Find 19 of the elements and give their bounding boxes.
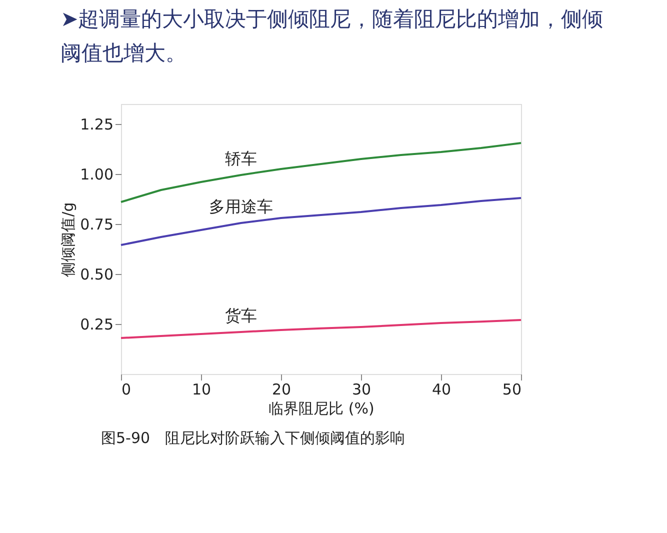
y-tick-label: 1.25 — [80, 116, 114, 134]
series-label: 轿车 — [225, 149, 257, 168]
y-tick-label: 0.25 — [80, 316, 114, 334]
y-tick-label: 0.50 — [80, 266, 114, 284]
chart-title: ➤超调量的大小取决于侧倾阻尼，随着阻尼比的增加，侧倾阈值也增大。 — [60, 7, 604, 65]
y-tick-label: 1.00 — [80, 166, 114, 184]
x-axis-title: 临界阻尼比 (%) — [268, 400, 374, 418]
x-tick-label: 10 — [192, 380, 212, 398]
y-axis-title: 侧倾阈值/g — [59, 202, 78, 277]
y-tick-label: 0.75 — [80, 216, 114, 234]
line-series — [120, 197, 522, 246]
x-tick-label: 40 — [432, 380, 452, 398]
x-tick-label: 30 — [352, 380, 372, 398]
series-label: 货车 — [225, 306, 257, 325]
x-tick-label: 50 — [502, 380, 522, 398]
x-tick-label: 0 — [122, 380, 132, 398]
x-tick-label: 20 — [272, 380, 292, 398]
series-label: 多用途车 — [209, 197, 273, 216]
caption: 图5-90 阻尼比对阶跃输入下侧倾阈值的影响 — [101, 429, 406, 447]
